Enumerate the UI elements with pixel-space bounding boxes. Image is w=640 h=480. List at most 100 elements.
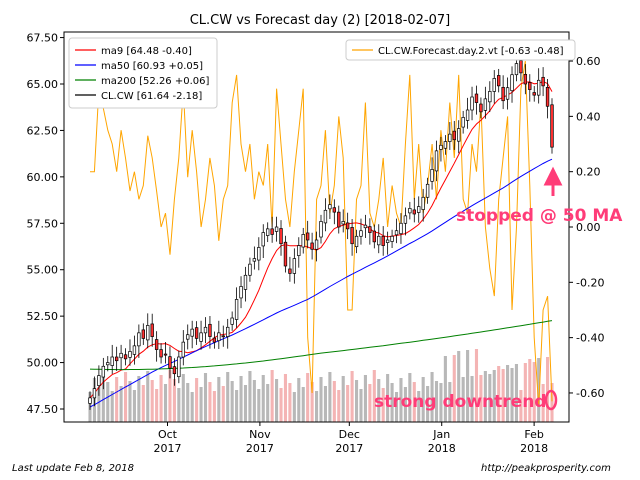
candle-body: [110, 356, 114, 366]
candle-body: [141, 329, 145, 339]
candle-body: [128, 351, 132, 358]
candle-body: [137, 332, 141, 347]
candle-body: [150, 323, 154, 337]
candle-body: [177, 356, 181, 378]
volume-bar: [363, 375, 367, 422]
y-axis-left: 47.50 50.00 52.50 55.00 57.50 60.00 62.50 65.00…: [27, 32, 64, 416]
volume-bar: [537, 358, 541, 422]
candle-body: [381, 235, 385, 246]
volume-bar: [159, 375, 163, 422]
volume-bar: [137, 376, 141, 422]
x-tick-label: Nov: [249, 428, 271, 441]
candle-body: [408, 208, 412, 214]
volume-bar: [279, 388, 283, 422]
volume-bar: [217, 377, 221, 422]
volume-bar: [546, 357, 550, 422]
volume-bar: [328, 372, 332, 422]
volume-bar: [403, 387, 407, 422]
forecast-line: [90, 60, 553, 407]
volume-bar: [230, 381, 234, 422]
volume-bar: [266, 384, 270, 422]
chart-title: CL.CW vs Forecast day (2) [2018-02-07]: [190, 13, 451, 28]
candle-body: [505, 87, 510, 100]
volume-bar: [528, 359, 532, 422]
y2-tick-label: 0.00: [576, 221, 601, 234]
candle-body: [363, 224, 368, 229]
legend-label: CL.CW.Forecast.day.2.vt [-0.63 -0.48]: [378, 46, 564, 57]
candle-body: [97, 375, 101, 386]
volume-bar: [168, 370, 172, 422]
candle-body: [230, 317, 234, 325]
volume-bar: [452, 355, 456, 422]
forecast-series: [90, 60, 553, 407]
volume-bar: [488, 374, 492, 422]
candle-body: [243, 274, 248, 290]
candle-body: [474, 93, 479, 103]
legend-label: ma9 [64.48 -0.40]: [101, 46, 192, 57]
candle-body: [283, 241, 288, 267]
candle-body: [297, 245, 301, 256]
candle-body: [439, 144, 443, 150]
candle-body: [266, 228, 270, 236]
ma50-line: [89, 158, 553, 408]
moving-averages: [89, 80, 553, 408]
volume-bar: [421, 377, 425, 422]
annotation-strong-downtrend: strong downtrend: [374, 392, 546, 412]
volume-bar: [97, 387, 101, 422]
volume-bar: [514, 364, 519, 422]
candle-body: [425, 183, 430, 198]
candle-body: [194, 327, 199, 339]
candle-body: [448, 133, 452, 142]
candle-body: [417, 206, 421, 213]
volume-bar: [123, 372, 128, 422]
volume-bar: [150, 380, 154, 422]
candle-body: [163, 353, 168, 356]
volume-bar: [141, 385, 145, 422]
candle-body: [92, 388, 97, 399]
candle-body: [257, 247, 261, 261]
candle-body: [88, 397, 92, 404]
candle-body: [154, 339, 159, 350]
candle-body: [248, 263, 252, 276]
volume-bar: [257, 389, 261, 422]
volume-bar: [483, 371, 487, 422]
volume-bar: [426, 386, 430, 422]
volume-bar: [199, 387, 203, 422]
candle-body: [301, 234, 305, 248]
candle-body: [536, 79, 541, 96]
volume-bar: [319, 377, 323, 422]
y2-tick-label: -0.40: [576, 332, 604, 345]
volume-bar: [190, 392, 194, 422]
candle-body: [190, 328, 194, 337]
volume-bar: [323, 386, 327, 422]
candle-body: [221, 335, 225, 338]
volume-bar: [359, 389, 363, 422]
candle-body: [399, 222, 403, 235]
y-tick-label: 65.00: [27, 78, 59, 91]
volume-bar: [492, 370, 496, 422]
volume-bar: [346, 385, 350, 422]
candle-body: [181, 341, 185, 358]
x-tick-year: 2017: [246, 442, 274, 455]
candle-body: [528, 82, 532, 90]
legend-left: ma9 [64.48 -0.40] ma50 [60.93 +0.05] ma200…: [68, 37, 218, 109]
volume-bar: [443, 356, 447, 422]
volume-bar: [297, 378, 301, 422]
candle-body: [368, 226, 372, 233]
volume-bar: [181, 374, 185, 422]
candle-body: [101, 365, 106, 378]
volume-bar: [381, 388, 385, 422]
volume-bar: [315, 391, 319, 422]
volume-bar: [146, 371, 150, 422]
volume-bar: [430, 372, 434, 422]
candle-body: [168, 356, 172, 369]
candle-body: [434, 150, 439, 172]
y-tick-label: 67.50: [27, 32, 59, 45]
volume-bar: [341, 376, 345, 422]
y-tick-label: 60.00: [27, 171, 59, 184]
volume-bar: [461, 377, 465, 422]
legend-label: ma200 [52.26 +0.06]: [101, 76, 209, 87]
candle-body: [523, 73, 528, 85]
candle-body: [377, 235, 381, 246]
volume-bar: [128, 381, 132, 422]
